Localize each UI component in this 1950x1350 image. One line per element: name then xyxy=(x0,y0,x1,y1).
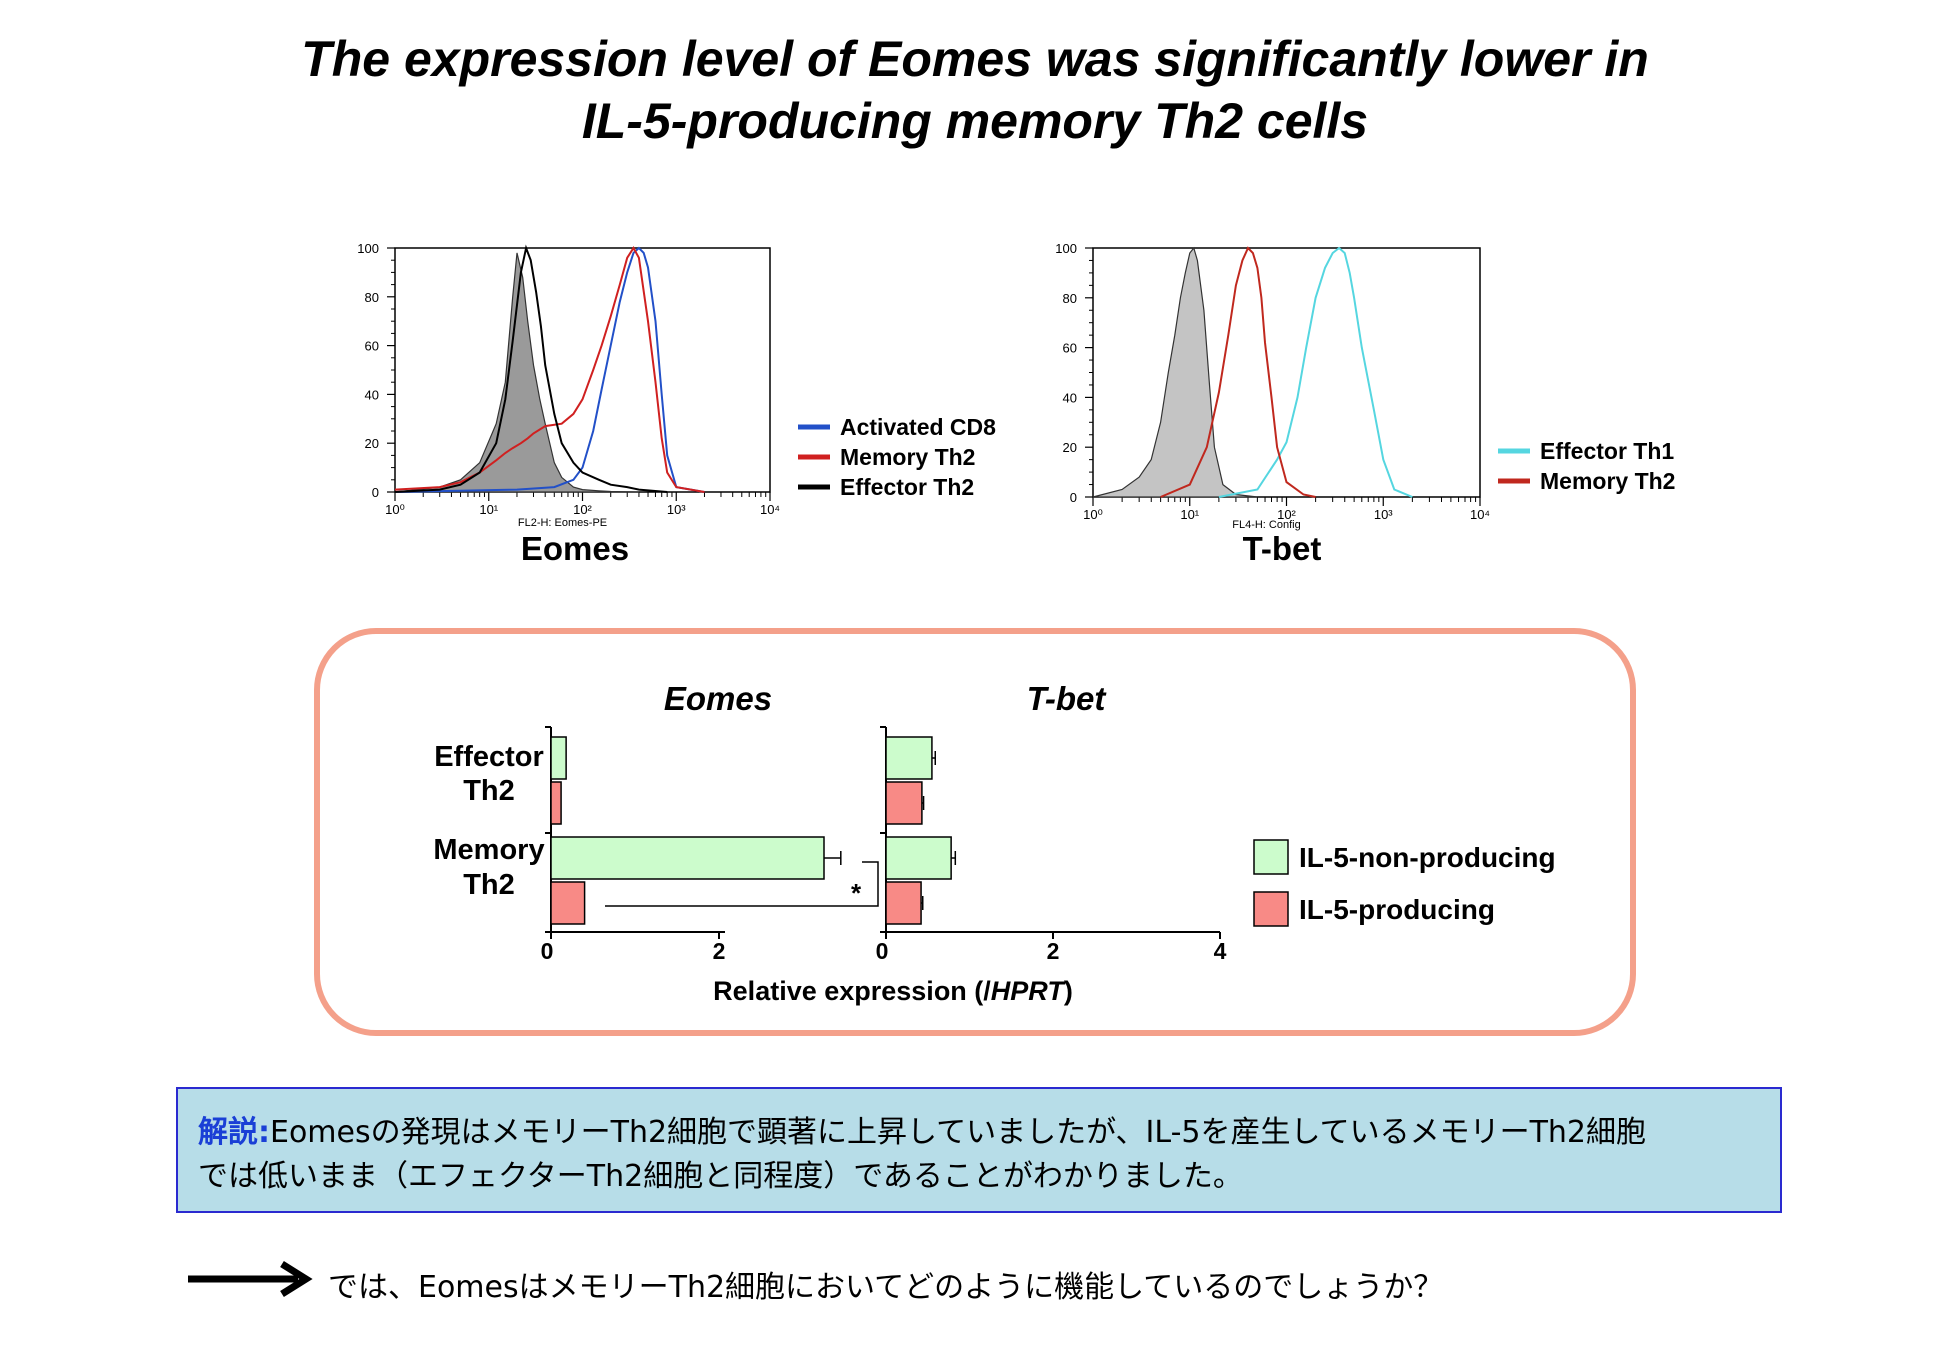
tbet-bar-bar xyxy=(885,736,933,780)
right-arrow-icon xyxy=(186,1261,314,1297)
eomes-y-tick-label: 20 xyxy=(365,436,379,451)
bar-x-axis-label-part: Relative expression (/ xyxy=(713,976,991,1006)
explanation-box: 解説:Eomesの発現はメモリーTh2細胞で顕著に上昇していましたが、IL-5を… xyxy=(176,1087,1782,1213)
bar-x-axis-label: Relative expression (/HPRT) xyxy=(713,976,1073,1006)
tbet-x-tick-label: 10⁰ xyxy=(1083,507,1103,522)
tbet-y-tick-label: 40 xyxy=(1063,390,1077,405)
tbet-y-tick-label: 80 xyxy=(1063,291,1077,306)
eomes-x-tick-label: 10³ xyxy=(667,502,686,517)
tbet-bar-bar xyxy=(885,836,952,880)
eomes-bar-title: Eomes xyxy=(664,680,772,717)
eomes-y-tick-label: 80 xyxy=(365,290,379,305)
bar-category-label: Memory xyxy=(433,834,544,866)
eomes-x-tick-label: 10⁴ xyxy=(760,502,780,517)
tbet-x-tick-label: 10¹ xyxy=(1180,507,1199,522)
tbet-bar-x-tick-label: 4 xyxy=(1214,938,1227,964)
title-line-1: The expression level of Eomes was signif… xyxy=(301,31,1649,87)
tbet-y-tick-label: 100 xyxy=(1055,241,1077,256)
tbet-bar-x-tick-label: 0 xyxy=(876,938,889,964)
eomes-legend-label: Activated CD8 xyxy=(840,414,996,440)
tbet-legend-label: Memory Th2 xyxy=(1540,468,1675,494)
tbet-x-tick-label: 10² xyxy=(1277,507,1296,522)
bar-legend-label: IL-5-non-producing xyxy=(1299,842,1556,873)
bar-legend-swatch xyxy=(1253,891,1289,927)
bar-chart-frame xyxy=(314,628,1636,1036)
eomes-bar-x-tick-label: 2 xyxy=(713,938,726,964)
tbet-x-tick-label: 10³ xyxy=(1374,507,1393,522)
tbet-bar-bar xyxy=(885,781,923,825)
tbet-y-tick-label: 0 xyxy=(1070,490,1077,505)
eomes-bar-bar xyxy=(550,781,562,825)
bar-category-label: Th2 xyxy=(463,775,515,807)
tbet-control-histogram xyxy=(1092,246,1258,498)
eomes-y-tick-label: 40 xyxy=(365,387,379,402)
eomes-series-memory-th2 xyxy=(394,246,705,493)
eomes-bar-significance-star: * xyxy=(851,878,862,908)
bar-category-label: Effector xyxy=(434,741,544,773)
bar-x-axis-label-part: ) xyxy=(1064,976,1073,1006)
question-text: では、EomesはメモリーTh2細胞においてどのように機能しているのでしょうか？ xyxy=(328,1270,1444,1305)
eomes-histogram-title: Eomes xyxy=(521,530,629,567)
title-line-2: IL-5-producing memory Th2 cells xyxy=(581,93,1369,149)
explanation-heading: 解説: xyxy=(198,1115,270,1150)
tbet-x-axis-label: FL4-H: Config xyxy=(1232,519,1300,531)
bar-legend-label: IL-5-producing xyxy=(1299,894,1495,925)
tbet-bar-x-tick-label: 2 xyxy=(1047,938,1060,964)
eomes-y-tick-label: 60 xyxy=(365,339,379,354)
tbet-x-tick-label: 10⁴ xyxy=(1470,507,1490,522)
eomes-x-tick-label: 10¹ xyxy=(479,502,498,517)
bar-x-axis-label-italic: HPRT xyxy=(991,976,1067,1006)
eomes-bar-significance-bracket xyxy=(605,861,879,907)
bar-category-label: Th2 xyxy=(463,869,515,901)
tbet-bar-bar xyxy=(885,881,922,925)
eomes-x-tick-label: 10⁰ xyxy=(385,502,405,517)
eomes-series-activated-cd8 xyxy=(394,246,705,493)
eomes-legend-label: Effector Th2 xyxy=(840,474,974,500)
explanation-line-1: Eomesの発現はメモリーTh2細胞で顕著に上昇していましたが、IL-5を産生し… xyxy=(270,1115,1647,1150)
page-title: The expression level of Eomes was signif… xyxy=(0,28,1950,152)
tbet-series-effector-th1 xyxy=(1218,246,1413,498)
tbet-legend-label: Effector Th1 xyxy=(1540,438,1674,464)
eomes-y-tick-label: 0 xyxy=(372,485,379,500)
eomes-bar-bar xyxy=(550,881,586,925)
eomes-x-tick-label: 10² xyxy=(573,502,592,517)
eomes-plot-frame xyxy=(394,247,771,493)
tbet-y-tick-label: 20 xyxy=(1063,440,1077,455)
eomes-x-axis-label: FL2-H: Eomes-PE xyxy=(518,517,607,529)
bar-legend-swatch xyxy=(1253,839,1289,875)
tbet-series-memory-th2 xyxy=(1160,246,1316,498)
tbet-histogram-title: T-bet xyxy=(1243,530,1322,567)
eomes-control-histogram xyxy=(394,252,639,493)
explanation-line-2: では低いまま（エフェクターTh2細胞と同程度）であることがわかりました。 xyxy=(198,1159,1243,1194)
tbet-y-tick-label: 60 xyxy=(1063,341,1077,356)
eomes-legend-label: Memory Th2 xyxy=(840,444,975,470)
eomes-series-effector-th2 xyxy=(394,244,668,493)
eomes-bar-x-tick-label: 0 xyxy=(541,938,554,964)
eomes-y-tick-label: 100 xyxy=(357,241,379,256)
tbet-bar-title: T-bet xyxy=(1027,680,1108,717)
eomes-bar-bar xyxy=(550,836,825,880)
eomes-bar-bar xyxy=(550,736,567,780)
